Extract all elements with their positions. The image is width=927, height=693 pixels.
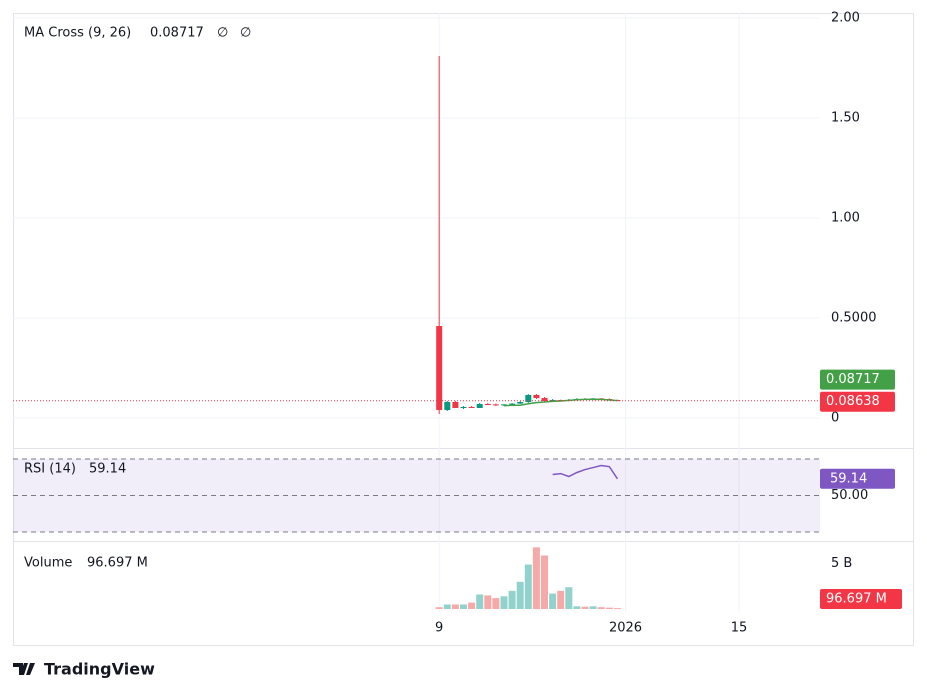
candle-body: [444, 402, 451, 410]
volume-bar: [500, 596, 508, 609]
indicator-title: MA Cross (9, 26): [24, 26, 131, 41]
volume-bar: [589, 606, 597, 609]
volume-bar: [581, 606, 589, 609]
y-tick-label: 50.00: [831, 488, 868, 503]
plot-layer: 9 2026 15 0 0.5000 1.00 1.50 2.00 59.14 0.08717 0.…: [13, 11, 902, 636]
price-badge-label: 0.08638: [826, 394, 880, 409]
volume-bar: [492, 598, 500, 609]
legend-value: ∅: [240, 26, 251, 41]
candle-body: [501, 404, 508, 406]
candle-body: [517, 402, 524, 404]
volume-bar: [549, 593, 557, 609]
candle-body: [468, 407, 475, 408]
volume-bar: [443, 604, 451, 609]
volume-bar: [565, 587, 573, 609]
candle-body: [549, 400, 556, 401]
candle-body: [484, 404, 491, 405]
x-tick-label: 2026: [609, 621, 642, 636]
volume-bar: [508, 590, 516, 609]
y-tick-label: 1.50: [831, 111, 860, 126]
logo-icon: [13, 663, 35, 675]
volume-bar: [476, 594, 484, 609]
price-badge-label: 0.08717: [826, 372, 880, 387]
legend-value: 59.14: [89, 462, 126, 477]
price-badge: [820, 369, 895, 390]
candle-body: [460, 407, 467, 408]
y-tick-label: 5 B: [831, 556, 852, 571]
y-tick-label: 0: [831, 411, 839, 426]
ma-line: [503, 398, 618, 407]
volume-bar: [468, 602, 476, 609]
brand-logo: TradingView: [13, 660, 155, 679]
candle-body: [452, 402, 459, 408]
y-tick-label: 2.00: [831, 11, 860, 26]
volume-bar: [613, 608, 621, 610]
volume-bar: [451, 604, 459, 609]
volume-bar: [516, 581, 524, 609]
brand-name: TradingView: [44, 660, 155, 679]
volume-bar: [541, 555, 549, 609]
indicator-title: Volume: [24, 556, 72, 571]
candle-body: [436, 326, 443, 410]
chart-frame: [13, 13, 914, 646]
volume-badge-label: 96.697 M: [826, 592, 887, 607]
rsi-badge-label: 59.14: [830, 471, 867, 486]
candle-body: [509, 403, 516, 405]
y-tick-label: 0.5000: [831, 311, 877, 326]
x-tick-label: 15: [731, 621, 748, 636]
volume-bar: [524, 564, 532, 609]
candle-body: [492, 404, 499, 406]
x-tick-label: 9: [435, 621, 443, 636]
price-badge: [820, 391, 895, 412]
candle-body: [533, 395, 540, 398]
legend-value: 96.697 M: [87, 556, 148, 571]
candle-body: [476, 404, 483, 408]
volume-bar: [484, 595, 492, 609]
candle-body: [541, 398, 548, 401]
volume-bar: [597, 607, 605, 609]
volume-badge: [820, 589, 902, 609]
volume-bar: [573, 606, 581, 609]
volume-bar: [557, 590, 565, 609]
volume-bar: [605, 607, 613, 609]
rsi-band-fill: [13, 458, 820, 533]
candle-body: [525, 395, 532, 402]
volume-bar: [459, 604, 467, 609]
volume-bar: [532, 547, 540, 609]
legend-value: ∅: [217, 26, 228, 41]
volume-bar: [435, 607, 443, 609]
y-tick-label: 1.00: [831, 211, 860, 226]
indicator-title: RSI (14): [24, 462, 76, 477]
legend-value: 0.08717: [150, 26, 204, 41]
rsi-line: [552, 464, 619, 480]
rsi-badge: [820, 468, 895, 489]
